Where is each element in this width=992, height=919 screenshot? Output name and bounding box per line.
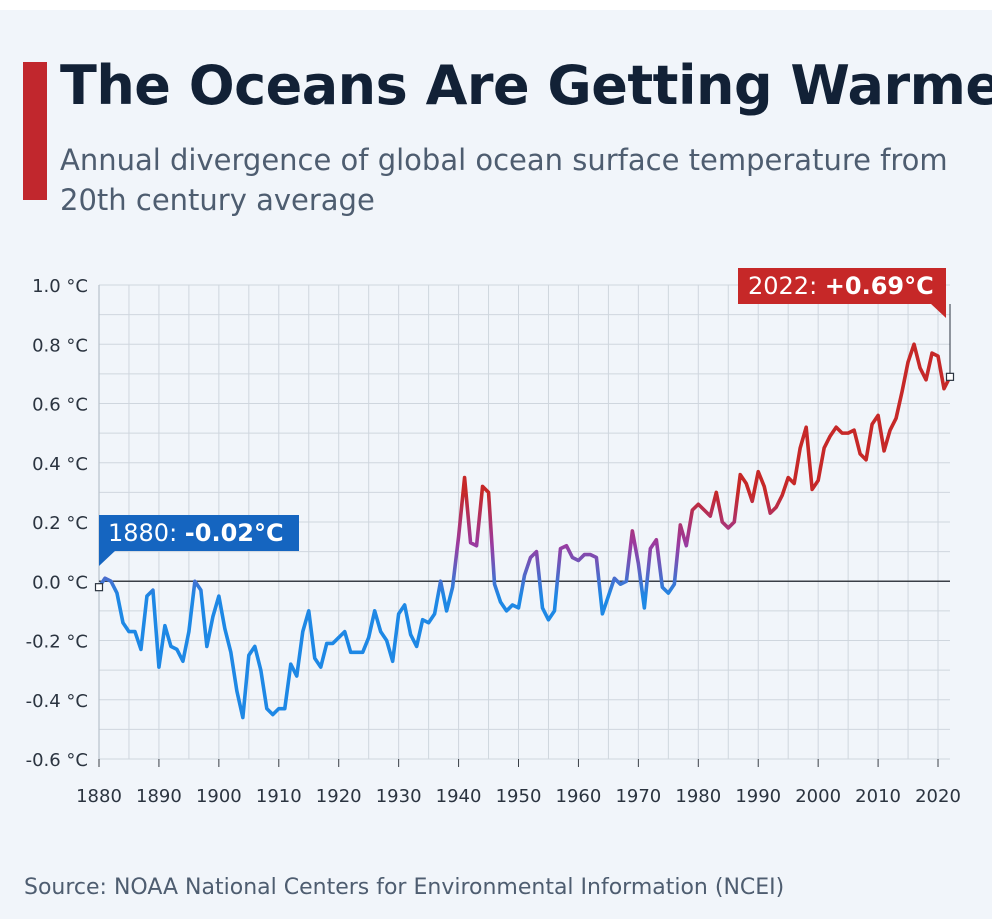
chart-card [0, 10, 992, 919]
x-tick-label: 1910 [256, 786, 302, 807]
title-accent-bar [23, 62, 47, 200]
x-axis: 1880 1890 1900 1910 1920 1930 1940 1950 1960 1970… [76, 759, 961, 807]
y-axis: 1.0 °C 0.8 °C 0.6 °C 0.4 °C 0.2 °C 0.0 °C -0.2… [26, 276, 88, 771]
x-tick-label: 2000 [795, 786, 841, 807]
annotation-2022-label: 2022: +0.69°C [748, 272, 934, 300]
y-tick-label: 0.4 °C [32, 454, 88, 475]
y-tick-label: -0.6 °C [26, 750, 88, 771]
annotation-2022-box [738, 268, 946, 304]
y-tick-label: 0.6 °C [32, 395, 88, 416]
y-tick-label: 0.0 °C [32, 572, 88, 593]
series-line [97, 342, 952, 720]
y-tick-label: -0.2 °C [26, 632, 88, 653]
x-tick-label: 1950 [496, 786, 542, 807]
x-tick-label: 1900 [196, 786, 242, 807]
annotation-1880-label: 1880: -0.02°C [108, 519, 284, 547]
annotation-1880-marker [94, 583, 104, 592]
x-tick-label: 1970 [615, 786, 661, 807]
annotations: 1880: -0.02°C 2022: +0.69°C [94, 268, 955, 592]
x-tick-label: 1980 [675, 786, 721, 807]
y-tick-label: 0.8 °C [32, 335, 88, 356]
x-tick-label: 1960 [556, 786, 602, 807]
chart-title: The Oceans Are Getting Warmer [60, 54, 992, 117]
x-tick-label: 1920 [316, 786, 362, 807]
annotation-1880-pointer [99, 550, 116, 566]
source-note: Source: NOAA National Centers for Enviro… [24, 875, 785, 900]
y-tick-label: 1.0 °C [32, 276, 88, 297]
x-tick-label: 1880 [76, 786, 122, 807]
x-tick-label: 1930 [376, 786, 422, 807]
annotation-2022-pointer [930, 303, 946, 318]
y-tick-label: 0.2 °C [32, 513, 88, 534]
x-tick-label: 2010 [855, 786, 901, 807]
chart-subtitle: Annual divergence of global ocean surfac… [60, 143, 948, 217]
series-group [97, 342, 952, 720]
annotation-2022-marker [945, 372, 955, 381]
x-tick-label: 2020 [915, 786, 961, 807]
x-tick-label: 1940 [436, 786, 482, 807]
x-tick-label: 1890 [136, 786, 182, 807]
annotation-1880-box [99, 515, 299, 551]
y-tick-label: -0.4 °C [26, 691, 88, 712]
x-tick-label: 1990 [735, 786, 781, 807]
